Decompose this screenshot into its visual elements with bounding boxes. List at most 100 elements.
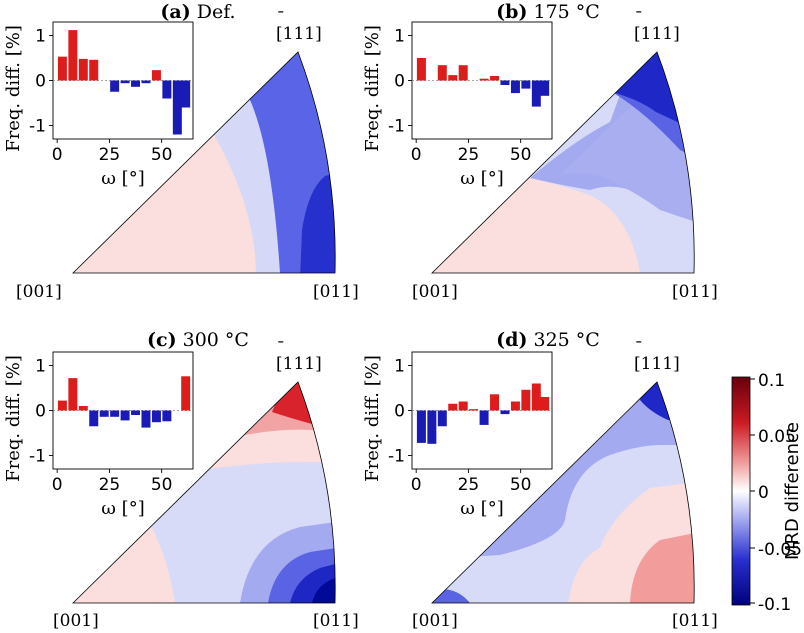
x-tick-label: 25 <box>99 145 121 165</box>
bar <box>448 75 458 81</box>
panel-d-inset: 1 0 -1 0 25 50 ω [°] Freq. diff. [%] <box>362 351 553 519</box>
bar <box>120 410 130 421</box>
pole-111-d-bar: ̄ <box>636 340 642 343</box>
panel-b-inset: 1 0 -1 0 25 50 ω [°] Freq. diff. [%] <box>362 21 553 189</box>
panel-d-title: (d) 325 °C <box>496 329 600 351</box>
y-axis-label: Freq. diff. [%] <box>3 355 24 482</box>
bar <box>110 410 120 417</box>
x-tick-label: 50 <box>510 475 532 495</box>
bar <box>531 80 541 107</box>
bar <box>521 389 531 411</box>
bar <box>458 65 468 81</box>
bar <box>131 410 141 415</box>
bar <box>181 80 191 108</box>
y-axis-label: Freq. diff. [%] <box>3 25 24 152</box>
x-tick-label: 0 <box>411 475 422 495</box>
bar <box>162 80 172 99</box>
bar <box>162 410 172 422</box>
bar <box>89 410 99 427</box>
bar <box>500 80 510 85</box>
pole-111-b: [111] <box>634 24 680 44</box>
bar <box>57 400 67 411</box>
y-tick-label: -1 <box>388 117 405 137</box>
y-axis-label: Freq. diff. [%] <box>362 355 383 482</box>
bar <box>469 409 479 411</box>
x-axis-label: ω [°] <box>460 498 503 519</box>
x-axis-label: ω [°] <box>101 168 144 189</box>
bar <box>172 80 182 135</box>
bar <box>521 80 531 89</box>
y-tick-label: 1 <box>394 27 405 47</box>
triangle-outline <box>72 381 336 604</box>
pole-labels: [001] [011] [111] ̄ [001] [011] [111] ̄ … <box>16 10 718 631</box>
pole-011-b: [011] <box>672 282 718 302</box>
x-tick-label: 50 <box>510 145 532 165</box>
bar <box>479 78 489 81</box>
y-tick-label: 0 <box>394 402 405 422</box>
panel-c-inset: 1 0 -1 0 25 50 ω [°] Freq. diff. [%] <box>3 351 194 519</box>
bar <box>89 59 99 81</box>
colorbar-tick: 0.05 <box>758 427 796 447</box>
x-tick-label: 50 <box>151 475 173 495</box>
panel-a-inset: 1 0 -1 0 25 50 ω [°] Freq. diff. [%] <box>3 21 194 189</box>
bar <box>416 410 426 443</box>
bar <box>141 410 151 428</box>
bar <box>68 378 78 411</box>
x-tick-label: 0 <box>411 145 422 165</box>
contour-pink-dark <box>630 530 695 603</box>
x-tick-label: 25 <box>99 475 121 495</box>
x-tick-label: 0 <box>52 475 63 495</box>
bar <box>131 80 141 87</box>
x-tick-label: 25 <box>458 475 480 495</box>
pole-111-a-bar: ̄ <box>278 10 284 13</box>
bar <box>78 406 88 411</box>
y-tick-label: 0 <box>35 72 46 92</box>
y-tick-label: 0 <box>35 402 46 422</box>
x-axis-label: ω [°] <box>460 168 503 189</box>
panel-b-title: (b) 175 °C <box>496 1 600 23</box>
y-tick-label: -1 <box>29 447 46 467</box>
pole-011-c: [011] <box>313 611 359 631</box>
bar <box>78 58 88 81</box>
bar <box>120 80 130 84</box>
triangle-outline <box>72 51 336 274</box>
bar <box>458 401 468 411</box>
bar <box>437 410 447 427</box>
triangle-outline <box>431 381 695 604</box>
pole-001-c: [001] <box>53 611 99 631</box>
pole-111-c: [111] <box>276 354 322 374</box>
bar <box>68 30 78 81</box>
x-tick-label: 50 <box>151 145 173 165</box>
y-tick-label: 0 <box>394 72 405 92</box>
bar <box>181 376 191 411</box>
bar <box>151 70 161 81</box>
bar <box>99 410 109 417</box>
pole-001-d: [001] <box>412 611 458 631</box>
y-axis-label: Freq. diff. [%] <box>362 25 383 152</box>
bar <box>490 394 500 411</box>
bar <box>141 80 151 84</box>
pole-011-a: [011] <box>313 282 359 302</box>
bar <box>416 58 426 81</box>
bar <box>500 410 510 415</box>
y-tick-label: 1 <box>394 357 405 377</box>
bar <box>510 401 520 411</box>
bar <box>479 410 489 425</box>
triangle-outline <box>431 51 695 274</box>
bar <box>110 80 120 92</box>
bar <box>510 80 520 94</box>
x-axis-label: ω [°] <box>101 498 144 519</box>
colorbar-gradient <box>731 376 751 606</box>
bar <box>531 383 541 411</box>
y-tick-label: -1 <box>388 447 405 467</box>
bar <box>151 410 161 423</box>
bar <box>448 403 458 411</box>
contour-darkest-blue <box>312 575 336 603</box>
bar <box>490 76 500 81</box>
colorbar-tick: 0 <box>758 483 769 503</box>
bar <box>57 56 67 81</box>
pole-011-d: [011] <box>672 611 718 631</box>
bar <box>427 410 437 444</box>
pole-111-a: [111] <box>276 24 322 44</box>
